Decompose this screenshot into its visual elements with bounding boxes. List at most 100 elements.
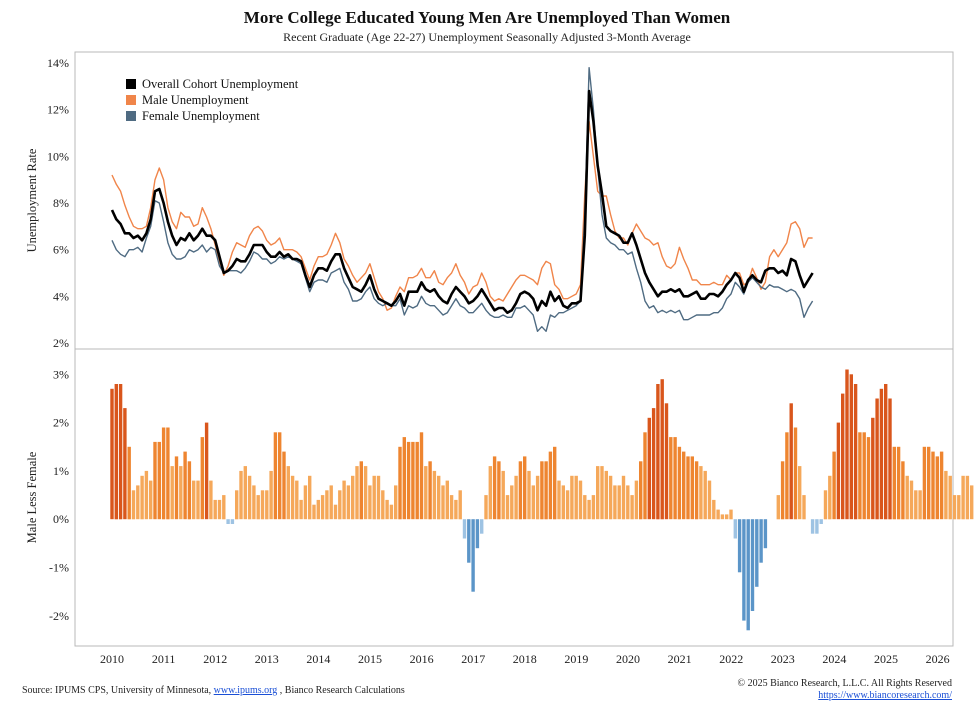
bar [329,485,333,520]
bar [802,495,806,520]
bar [810,519,815,534]
bar [690,456,694,520]
x-tick-label: 2018 [513,652,537,666]
y-tick-label-bottom: -1% [49,561,69,575]
bar [892,446,896,520]
bar [381,490,385,520]
bar [780,461,785,520]
bar [183,451,187,520]
source-link[interactable]: www.ipums.org [213,685,278,696]
bar [565,490,570,520]
legend-item-female: Female Unemployment [126,108,298,124]
bar [531,485,535,520]
bar [415,441,419,520]
bar [123,408,127,520]
bar [707,480,712,520]
bar [256,495,260,520]
bar [518,461,523,520]
bar [316,499,320,520]
bar [914,490,918,520]
bar [832,451,836,520]
y-tick-label-top: 14% [47,56,69,70]
bar [793,427,798,520]
chart-title: More College Educated Young Men Are Unem… [243,8,731,27]
bar [157,441,161,520]
bar [927,446,931,520]
website-link[interactable]: https://www.biancoresearch.com/ [818,690,952,701]
bar [200,437,204,520]
legend-label-overall: Overall Cohort Unemployment [142,76,299,91]
legend-swatch-overall [126,79,136,89]
bar [475,519,480,549]
bar [355,466,359,520]
x-tick-label: 2024 [822,652,846,666]
x-tick-label: 2014 [306,652,330,666]
bar [187,461,192,520]
bar [651,408,656,520]
y-tick-label-top: 2% [53,336,69,350]
bar [110,388,114,520]
bar [621,475,626,520]
bar [875,398,879,520]
bar [931,451,935,520]
bar [243,466,247,520]
bar [733,519,737,539]
bar [716,509,720,520]
bar [737,519,742,573]
bar [664,403,669,520]
bar [510,485,514,520]
bar [858,432,862,520]
bar [368,485,372,520]
bar [570,475,574,520]
bar [295,480,299,520]
bar [488,466,492,520]
bar [578,480,583,520]
x-tick-label: 2016 [410,652,434,666]
bar [252,485,256,520]
source-suffix: , Bianco Research Calculations [277,685,405,696]
bar [333,504,338,520]
bar [278,432,282,520]
bar [643,432,647,520]
bar [226,519,230,524]
bar [441,485,445,520]
bar [303,485,308,520]
bar [604,470,608,520]
bar [432,470,437,520]
bar [703,470,707,520]
bar [372,475,376,520]
x-tick-label: 2021 [668,652,692,666]
y-tick-label-top: 10% [47,149,69,163]
bar [952,495,957,520]
bar [909,480,914,520]
bar [385,499,389,520]
bar [823,490,828,520]
legend-swatch-male [126,95,136,105]
bar [746,519,750,631]
bar [282,451,286,520]
bar [161,427,166,520]
bar [514,475,518,520]
bar [694,461,699,520]
bar [583,495,587,520]
bar [153,441,157,520]
bar [260,490,265,520]
bar [312,504,316,520]
bar [626,485,630,520]
bar [673,437,677,520]
bar [669,437,673,520]
bar [273,432,278,520]
bar [759,519,763,563]
bar [454,499,458,520]
bar [548,451,553,520]
bar [394,485,398,520]
bar [445,480,449,520]
bar [209,480,213,520]
bar [308,475,312,520]
bar [140,475,144,520]
bar [174,456,179,520]
bar [742,519,746,621]
bar [402,437,406,520]
bar [553,446,557,520]
